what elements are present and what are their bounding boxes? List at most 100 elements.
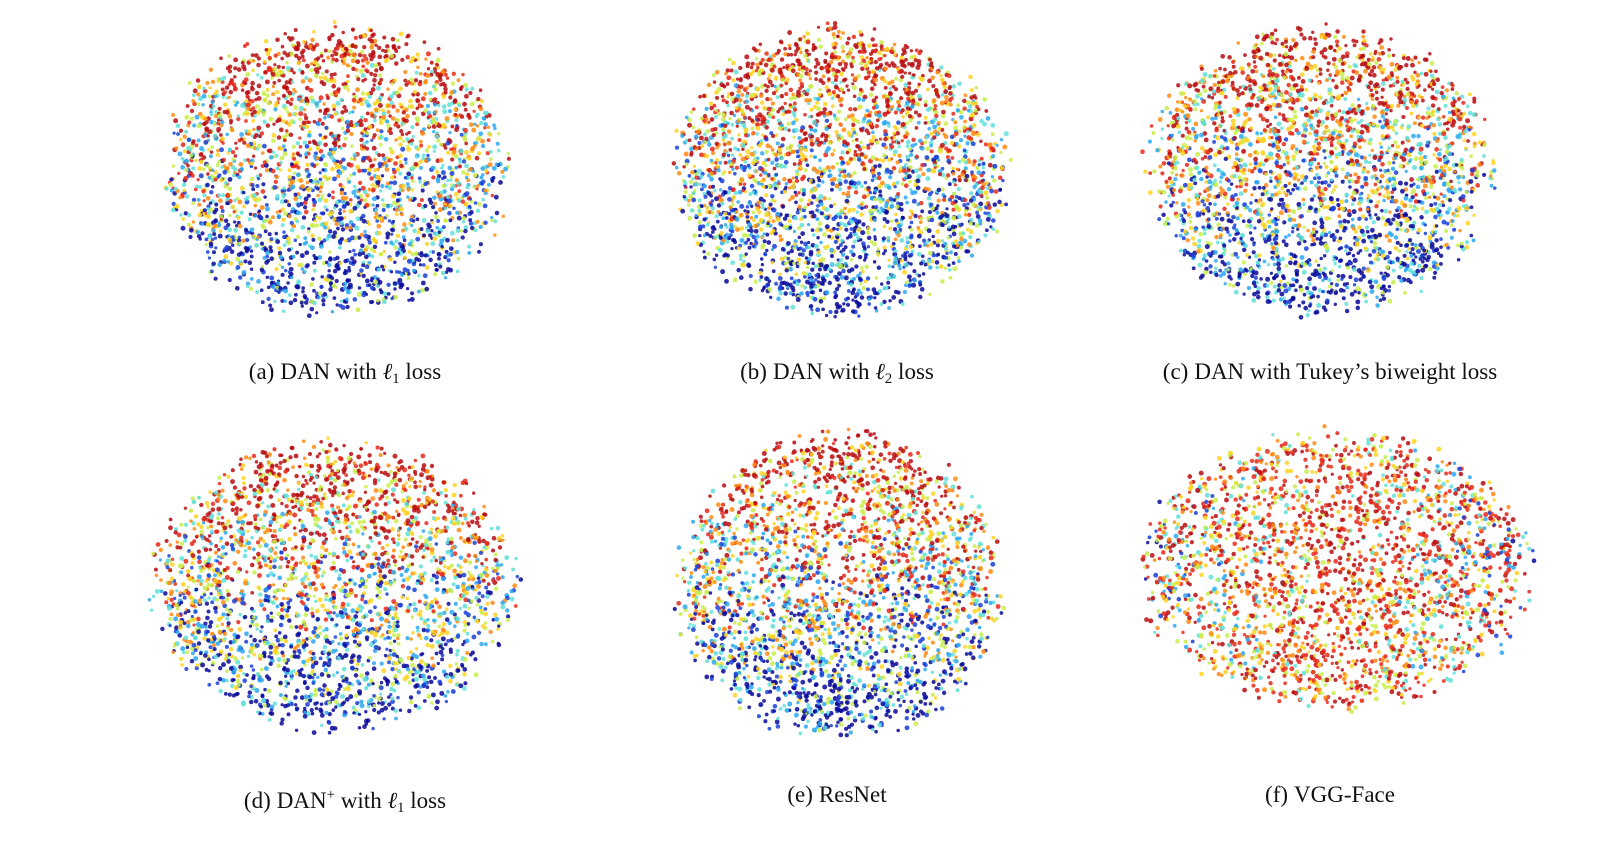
scatter-point (798, 246, 803, 251)
scatter-point (843, 206, 847, 211)
scatter-point (184, 194, 190, 199)
scatter-point (356, 77, 361, 82)
scatter-point (882, 251, 886, 256)
scatter-point (461, 216, 467, 221)
scatter-point (376, 284, 380, 288)
scatter-point (729, 68, 734, 73)
scatter-point (241, 270, 247, 275)
scatter-point (749, 71, 754, 76)
scatter-point (359, 115, 364, 120)
scatter-point (463, 107, 468, 112)
scatter-point (725, 100, 729, 105)
scatter-point (362, 44, 367, 50)
scatter-point (838, 122, 843, 127)
scatter-point (379, 65, 384, 70)
scatter-point (348, 208, 354, 214)
scatter-point (393, 245, 398, 250)
scatter-point (327, 269, 331, 273)
scatter-point (846, 88, 851, 92)
scatter-point (304, 76, 309, 81)
scatter-point (443, 86, 448, 92)
scatter-point (724, 216, 729, 220)
scatter-point (866, 70, 872, 75)
scatter-point (240, 103, 245, 109)
scatter-point (363, 229, 367, 234)
scatter-point (389, 100, 394, 106)
scatter-point (317, 291, 323, 296)
scatter-point (788, 260, 793, 265)
scatter-point (863, 205, 867, 209)
scatter-point (233, 86, 238, 92)
scatter-point (364, 202, 370, 208)
scatter-point (461, 220, 466, 224)
scatter-point (420, 111, 426, 117)
scatter-point (940, 239, 945, 243)
scatter-point (385, 213, 389, 218)
scatter-point (173, 186, 178, 191)
scatter-point (849, 282, 854, 287)
scatter-point (351, 66, 356, 72)
scatter-point (923, 103, 928, 108)
scatter-point (805, 260, 811, 265)
scatter-point (447, 165, 452, 171)
scatter-point (853, 218, 859, 223)
scatter-point (991, 218, 996, 223)
scatter-point (747, 222, 753, 228)
scatter-point (406, 187, 411, 192)
scatter-point (333, 161, 338, 166)
scatter-point (341, 30, 345, 35)
scatter-point (494, 162, 499, 167)
scatter-point (280, 56, 284, 61)
scatter-point (414, 145, 419, 150)
scatter-point (370, 87, 376, 92)
scatter-point (334, 221, 339, 227)
scatter-point (968, 191, 974, 196)
scatter-point (468, 122, 474, 127)
scatter-point (334, 58, 339, 63)
scatter-point (390, 227, 396, 233)
scatter-point (285, 110, 290, 114)
scatter-point (798, 197, 804, 203)
scatter-point (287, 90, 293, 96)
scatter-point (207, 234, 212, 240)
scatter-point (345, 128, 351, 133)
scatter-point (199, 159, 204, 165)
scatter-point (851, 298, 855, 302)
scatter-point (731, 153, 735, 157)
scatter-point (273, 107, 278, 112)
scatter-point (299, 300, 304, 305)
scatter-point (230, 128, 235, 133)
scatter-point (395, 233, 401, 239)
scatter-point (189, 108, 195, 114)
scatter-point (991, 227, 995, 231)
scatter-point (735, 124, 739, 128)
scatter-point (817, 92, 822, 97)
scatter-point (809, 148, 814, 153)
scatter-point (458, 148, 464, 154)
scatter-point (328, 274, 333, 279)
scatter-point (461, 72, 465, 77)
scatter-point (397, 135, 403, 141)
scatter-point (318, 177, 323, 182)
scatter-point (376, 45, 382, 50)
scatter-point (779, 57, 785, 62)
scatter-point (307, 172, 312, 177)
scatter-point (772, 166, 777, 171)
scatter-point (765, 248, 769, 253)
scatter-point (446, 150, 451, 155)
scatter-point (940, 93, 945, 97)
scatter-point (271, 215, 275, 219)
scatter-point (421, 153, 426, 157)
scatter-point (793, 52, 797, 57)
scatter-point (224, 110, 230, 115)
scatter-point (738, 257, 743, 261)
scatter-point (829, 187, 834, 192)
scatter-point (341, 204, 347, 209)
scatter-point (440, 245, 444, 249)
scatter-point (795, 297, 801, 303)
scatter-point (455, 269, 460, 274)
scatter-point (422, 273, 428, 279)
scatter-point (709, 117, 715, 122)
scatter-point (206, 214, 211, 219)
scatter-point (944, 213, 950, 219)
